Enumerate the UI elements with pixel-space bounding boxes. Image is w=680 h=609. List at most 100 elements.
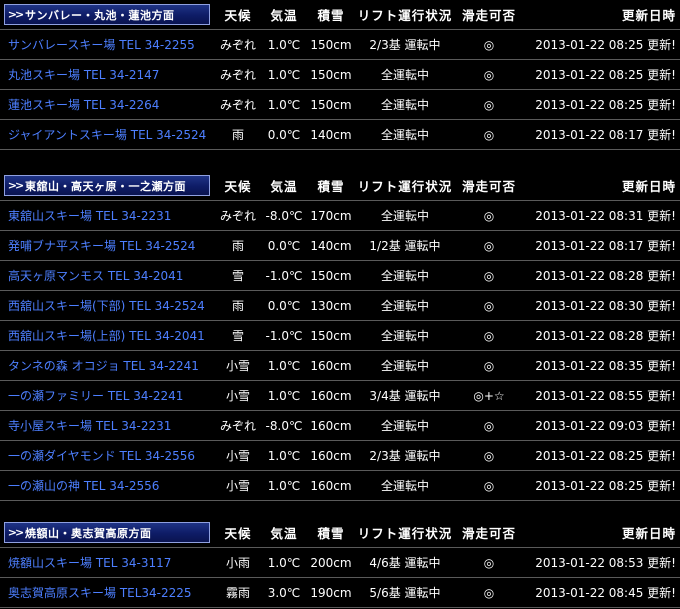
col-temp: 気温	[270, 526, 298, 541]
ski-status: ◎	[483, 448, 495, 463]
lift-status: 全運転中	[380, 269, 429, 283]
weather-value: 雨	[231, 128, 244, 142]
updated-time: 2013-01-22 08:28 更新!	[535, 269, 676, 283]
table-row: 丸池スキー場 TEL 34-2147 みぞれ 1.0℃ 150cm 全運転中 ◎…	[0, 60, 680, 90]
section-title: 焼額山・奥志賀高原方面	[25, 526, 152, 540]
col-weather: 天候	[224, 526, 252, 541]
ski-status: ◎	[483, 298, 495, 313]
snow-value: 150cm	[310, 37, 352, 52]
ski-status: ◎	[483, 358, 495, 373]
temp-value: -1.0℃	[265, 328, 303, 343]
resort-link[interactable]: 寺小屋スキー場 TEL 34-2231	[8, 419, 172, 433]
col-temp: 気温	[270, 8, 298, 23]
updated-time: 2013-01-22 08:25 更新!	[535, 38, 676, 52]
lift-status: 全運転中	[380, 98, 429, 112]
ski-status: ◎	[483, 127, 495, 142]
table-row: サンバレースキー場 TEL 34-2255 みぞれ 1.0℃ 150cm 2/3…	[0, 30, 680, 60]
resort-link[interactable]: 焼額山スキー場 TEL 34-3117	[8, 556, 172, 570]
resort-link[interactable]: 西舘山スキー場(上部) TEL 34-2041	[8, 329, 205, 343]
ski-status: ◎+☆	[473, 388, 505, 403]
ski-status: ◎	[483, 328, 495, 343]
col-ski: 滑走可否	[461, 526, 516, 541]
section-banner: >> 焼額山・奥志賀高原方面	[4, 522, 210, 543]
resort-link[interactable]: 発哺ブナ平スキー場 TEL 34-2524	[8, 239, 196, 253]
ski-status: ◎	[483, 478, 495, 493]
weather-value: 霧雨	[225, 586, 250, 600]
weather-value: 雨	[231, 299, 244, 313]
temp-value: 1.0℃	[267, 478, 301, 493]
lift-status: 2/3基 運転中	[369, 38, 441, 52]
snow-value: 170cm	[310, 208, 352, 223]
table-row: 寺小屋スキー場 TEL 34-2231 みぞれ -8.0℃ 160cm 全運転中…	[0, 411, 680, 441]
updated-time: 2013-01-22 09:03 更新!	[535, 419, 676, 433]
updated-time: 2013-01-22 08:55 更新!	[535, 389, 676, 403]
lift-status: 2/3基 運転中	[369, 449, 441, 463]
table-row: 東舘山スキー場 TEL 34-2231 みぞれ -8.0℃ 170cm 全運転中…	[0, 201, 680, 231]
ski-status: ◎	[483, 67, 495, 82]
table-row: 焼額山スキー場 TEL 34-3117 小雨 1.0℃ 200cm 4/6基 運…	[0, 548, 680, 578]
updated-time: 2013-01-22 08:25 更新!	[535, 449, 676, 463]
temp-value: 3.0℃	[267, 585, 301, 600]
col-snow: 積雪	[317, 8, 345, 23]
temp-value: -8.0℃	[265, 418, 303, 433]
col-temp: 気温	[270, 179, 298, 194]
resort-link[interactable]: サンバレースキー場 TEL 34-2255	[8, 38, 195, 52]
lift-status: 全運転中	[380, 419, 429, 433]
resort-link[interactable]: 蓮池スキー場 TEL 34-2264	[8, 98, 160, 112]
ski-status: ◎	[483, 37, 495, 52]
resort-link[interactable]: 西舘山スキー場(下部) TEL 34-2524	[8, 299, 205, 313]
weather-value: 雨	[231, 239, 244, 253]
resort-link[interactable]: ジャイアントスキー場 TEL 34-2524	[8, 128, 207, 142]
table-row: タンネの森 オコジョ TEL 34-2241 小雪 1.0℃ 160cm 全運転…	[0, 351, 680, 381]
resort-link[interactable]: 一の瀬ダイヤモンド TEL 34-2556	[8, 449, 196, 463]
temp-value: 1.0℃	[267, 67, 301, 82]
section-title: 東舘山・高天ヶ原・一之瀬方面	[25, 179, 186, 193]
table-row: ジャイアントスキー場 TEL 34-2524 雨 0.0℃ 140cm 全運転中…	[0, 120, 680, 150]
weather-value: 小雪	[225, 359, 250, 373]
temp-value: 0.0℃	[267, 127, 301, 142]
lift-status: 4/6基 運転中	[369, 556, 441, 570]
table-row: 高天ヶ原マンモス TEL 34-2041 雪 -1.0℃ 150cm 全運転中 …	[0, 261, 680, 291]
snow-value: 150cm	[310, 328, 352, 343]
updated-time: 2013-01-22 08:35 更新!	[535, 359, 676, 373]
ski-status: ◎	[483, 268, 495, 283]
temp-value: -8.0℃	[265, 208, 303, 223]
section-header: >> 東舘山・高天ヶ原・一之瀬方面 天候 気温 積雪 リフト運行状況 滑走可否 …	[0, 171, 680, 201]
weather-value: 雪	[231, 269, 244, 283]
col-snow: 積雪	[317, 526, 345, 541]
lift-status: 全運転中	[380, 68, 429, 82]
table-row: 西舘山スキー場(上部) TEL 34-2041 雪 -1.0℃ 150cm 全運…	[0, 321, 680, 351]
resort-link[interactable]: 一の瀬山の神 TEL 34-2556	[8, 479, 160, 493]
ski-status: ◎	[483, 418, 495, 433]
resort-link[interactable]: 丸池スキー場 TEL 34-2147	[8, 68, 160, 82]
resort-link[interactable]: 高天ヶ原マンモス TEL 34-2041	[8, 269, 184, 283]
weather-value: 小雪	[225, 479, 250, 493]
lift-status: 全運転中	[380, 329, 429, 343]
snow-value: 150cm	[310, 97, 352, 112]
col-weather: 天候	[224, 179, 252, 194]
snow-value: 150cm	[310, 67, 352, 82]
weather-value: みぞれ	[219, 68, 256, 82]
ski-status: ◎	[483, 97, 495, 112]
lift-status: 全運転中	[380, 128, 429, 142]
lift-status: 5/6基 運転中	[369, 586, 441, 600]
ski-status: ◎	[483, 238, 495, 253]
resort-link[interactable]: タンネの森 オコジョ TEL 34-2241	[8, 359, 199, 373]
temp-value: 1.0℃	[267, 358, 301, 373]
col-updated: 更新日時	[621, 8, 676, 23]
updated-time: 2013-01-22 08:25 更新!	[535, 98, 676, 112]
resort-link[interactable]: 一の瀬ファミリー TEL 34-2241	[8, 389, 184, 403]
snow-value: 160cm	[310, 448, 352, 463]
resort-link[interactable]: 東舘山スキー場 TEL 34-2231	[8, 209, 172, 223]
table-row: 蓮池スキー場 TEL 34-2264 みぞれ 1.0℃ 150cm 全運転中 ◎…	[0, 90, 680, 120]
updated-time: 2013-01-22 08:25 更新!	[535, 68, 676, 82]
resort-link[interactable]: 奥志賀高原スキー場 TEL34-2225	[8, 586, 192, 600]
section-header: >> 焼額山・奥志賀高原方面 天候 気温 積雪 リフト運行状況 滑走可否 更新日…	[0, 518, 680, 548]
double-chevron-right-icon: >>	[7, 8, 24, 21]
weather-value: みぞれ	[219, 98, 256, 112]
col-weather: 天候	[224, 8, 252, 23]
updated-time: 2013-01-22 08:25 更新!	[535, 479, 676, 493]
snow-value: 140cm	[310, 238, 352, 253]
col-lift: リフト運行状況	[357, 526, 453, 541]
ski-status: ◎	[483, 208, 495, 223]
